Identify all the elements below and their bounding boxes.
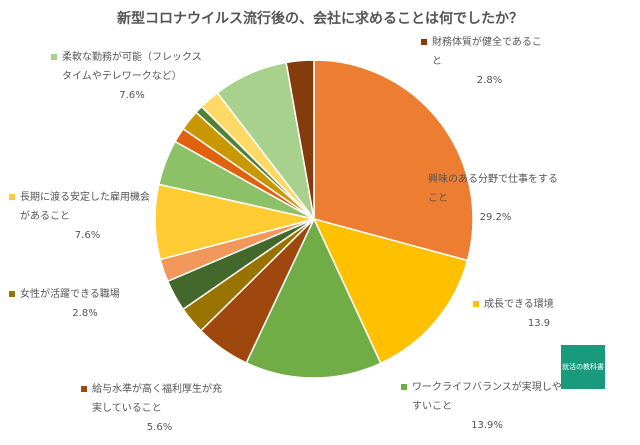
value-label: 2.8% [476,75,503,86]
category-label: 女性が活躍できる職場 [20,289,120,300]
chart-title: 新型コロナウイルス流行後の、会社に求めることは何でしたか？ [117,11,523,27]
legend-swatch [9,194,15,200]
category-label: 柔軟な勤務が可能（フレックスタイムやテレワークなど） [62,52,202,82]
slice-label: 成長できる環境 13.9 [473,295,594,333]
slice-label: 給与水準が高く福利厚生が充実していること 5.6% [81,380,227,437]
category-label: 長期に渡る安定した雇用機会があること [20,192,150,222]
legend-swatch [81,386,87,392]
slice-label: ワークライフバランスが実現しやすいこと 13.9% [401,378,562,435]
category-label: 給与水準が高く福利厚生が充実していること [92,384,222,414]
legend-swatch [473,301,479,307]
value-label: 29.2% [479,212,512,223]
slice-label: 興味のある分野で仕事をすること 29.2% [417,170,563,227]
legend-swatch [417,176,423,182]
legend-swatch [9,291,15,297]
slice-label: 長期に渡る安定した雇用機会があること 7.6% [9,188,155,245]
category-label: 興味のある分野で仕事をすること [428,174,558,204]
logo: 就活の教科書 [561,345,605,389]
legend-swatch [421,39,427,45]
pie-slice [245,217,382,379]
legend-swatch [51,54,57,60]
value-label: 13.9 [527,318,551,329]
value-label: 13.9% [471,420,503,431]
value-label: 7.6% [74,230,101,241]
value-label: 5.6% [146,422,173,433]
pie-slice [313,59,474,262]
legend-swatch [401,384,407,390]
category-label: 財務体質が健全であること [432,37,542,67]
value-label: 2.8% [72,308,98,319]
category-label: 成長できる環境 [484,299,554,310]
pie-slice [285,59,315,220]
slice-label: 柔軟な勤務が可能（フレックスタイムやテレワークなど） 7.6% [51,48,202,105]
category-label: ワークライフバランスが実現しやすいこと [412,382,562,412]
pie-slice [312,217,469,365]
slice-label: 財務体質が健全であること 2.8% [421,33,547,90]
value-label: 7.6% [119,90,145,101]
slice-label: 女性が活躍できる職場 2.8% [9,285,150,323]
